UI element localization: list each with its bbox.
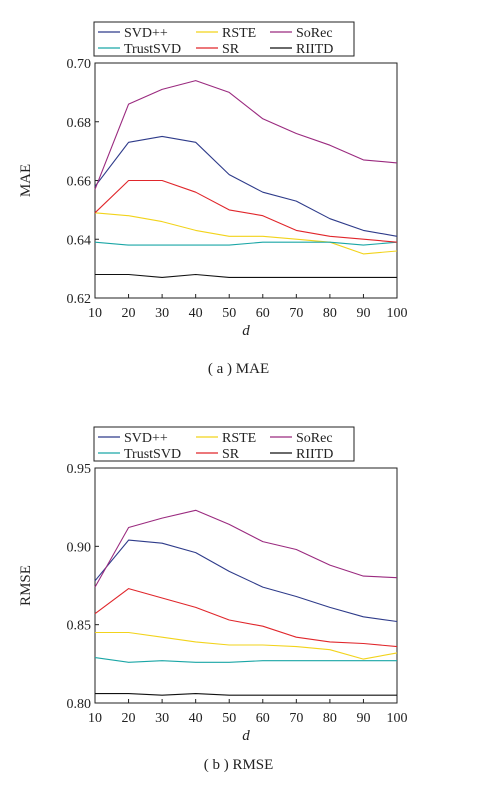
x-tick-label: 10 (88, 306, 102, 321)
series-line-svd (94, 135, 398, 237)
legend-box (93, 426, 355, 462)
legend: SVD++ RSTE SoRec TrustSVD SR RIITD (93, 426, 355, 462)
rmse-chart: SVD++ RSTE SoRec TrustSVD SR RIITD 0.80 0.85 0.9… (18, 426, 408, 744)
legend-label: RIITD (296, 447, 333, 462)
mae-caption: ( a ) MAE (207, 361, 270, 377)
legend-label: SoRec (296, 431, 333, 446)
x-tick-label: 40 (189, 711, 203, 726)
legend-label: TrustSVD (124, 447, 181, 462)
x-tick-label: 50 (222, 711, 236, 726)
x-tick-label: 100 (387, 711, 408, 726)
x-tick-label: 90 (356, 306, 370, 321)
y-tick-label: 0.68 (67, 116, 92, 131)
x-tick-label: 40 (189, 306, 203, 321)
series-line-rste (95, 631, 398, 660)
x-tick-label: 20 (122, 711, 136, 726)
series-line-sorec (94, 509, 398, 588)
legend-label: SR (222, 447, 240, 462)
y-tick-label: 0.64 (67, 233, 92, 248)
series-line-sr (94, 588, 398, 648)
legend-label: TrustSVD (124, 42, 181, 57)
series-line-trustsvd (94, 241, 398, 246)
x-tick-label: 100 (387, 306, 408, 321)
x-tick-label: 70 (289, 711, 303, 726)
legend-label: SR (222, 42, 240, 57)
series-line-svd (94, 539, 398, 623)
rmse-caption: ( b ) RMSE (203, 757, 274, 773)
y-tick-label: 0.62 (67, 292, 92, 307)
y-tick-label: 0.90 (67, 540, 92, 555)
x-tick-label: 30 (155, 711, 169, 726)
x-tick-label: 20 (122, 306, 136, 321)
series-line-rste (94, 212, 398, 255)
x-tick-label: 70 (289, 306, 303, 321)
mae-chart: SVD++ RSTE SoRec TrustSVD SR RIITD 0.62 0.64 0.6… (18, 21, 408, 339)
y-tick-label: 0.66 (67, 175, 92, 190)
series-line-riitd (95, 273, 397, 278)
x-tick-label: 80 (323, 306, 337, 321)
y-axis-label: RMSE (18, 565, 34, 606)
series-line-riitd (95, 693, 397, 696)
x-tick-label: 10 (88, 711, 102, 726)
legend-box (93, 21, 355, 57)
x-axis-label: d (242, 323, 250, 339)
x-tick-label: 60 (256, 306, 270, 321)
y-tick-label: 0.95 (67, 462, 92, 477)
plot-frame (94, 467, 398, 704)
x-tick-label: 30 (155, 306, 169, 321)
legend-label: RSTE (222, 26, 256, 41)
legend: SVD++ RSTE SoRec TrustSVD SR RIITD (93, 21, 355, 57)
series-line-sorec (94, 80, 398, 190)
x-tick-label: 80 (323, 711, 337, 726)
x-axis-label: d (242, 728, 250, 744)
y-tick-label: 0.70 (67, 57, 92, 72)
legend-label: RIITD (296, 42, 333, 57)
y-tick-label: 0.85 (67, 619, 92, 634)
y-axis-label: MAE (18, 164, 34, 197)
x-tick-label: 90 (356, 711, 370, 726)
y-tick-label: 0.80 (67, 697, 92, 712)
legend-label: SVD++ (124, 431, 168, 446)
series-line-sr (94, 179, 398, 243)
legend-label: SoRec (296, 26, 333, 41)
x-tick-label: 60 (256, 711, 270, 726)
legend-label: SVD++ (124, 26, 168, 41)
series-line-trustsvd (94, 657, 397, 663)
x-tick-label: 50 (222, 306, 236, 321)
legend-label: RSTE (222, 431, 256, 446)
